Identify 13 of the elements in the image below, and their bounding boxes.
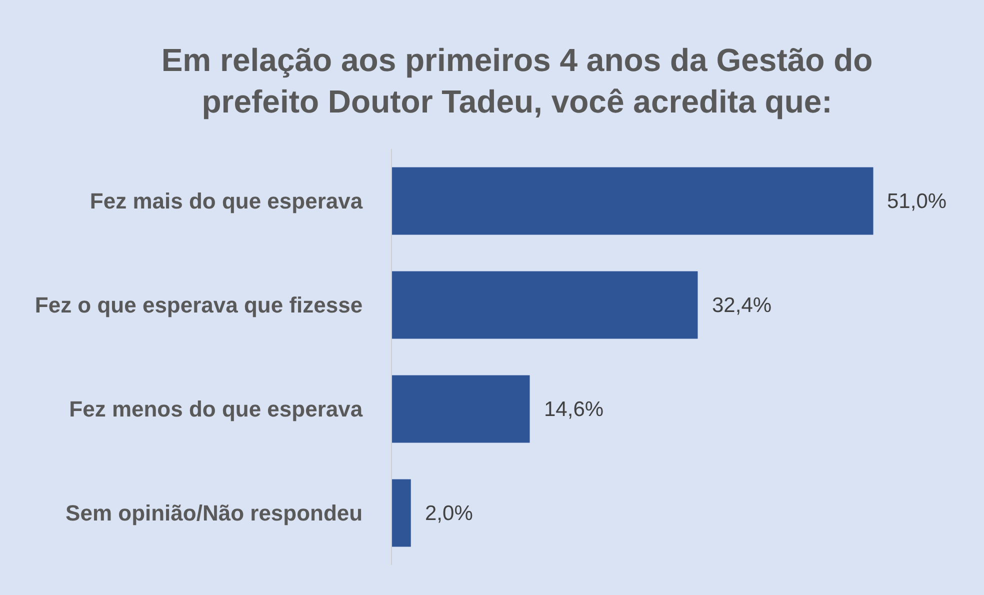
chart-title: Em relação aos primeiros 4 anos da Gestão do prefeito Doutor Tadeu, você acredita que: xyxy=(161,42,873,120)
data-label: 32,4% xyxy=(712,294,772,317)
y-tick-label: Sem opinião/Não respondeu xyxy=(66,500,363,526)
bar xyxy=(392,167,874,235)
data-label: 14,6% xyxy=(544,398,604,421)
y-tick-label: Fez mais do que esperava xyxy=(90,188,364,214)
bar xyxy=(392,479,411,547)
bar xyxy=(392,271,698,339)
data-label: 51,0% xyxy=(887,190,947,213)
y-tick-label: Fez o que esperava que fizesse xyxy=(34,292,363,318)
y-tick-label: Fez menos do que esperava xyxy=(69,396,364,422)
bar xyxy=(392,375,530,443)
data-label: 2,0% xyxy=(425,502,473,525)
